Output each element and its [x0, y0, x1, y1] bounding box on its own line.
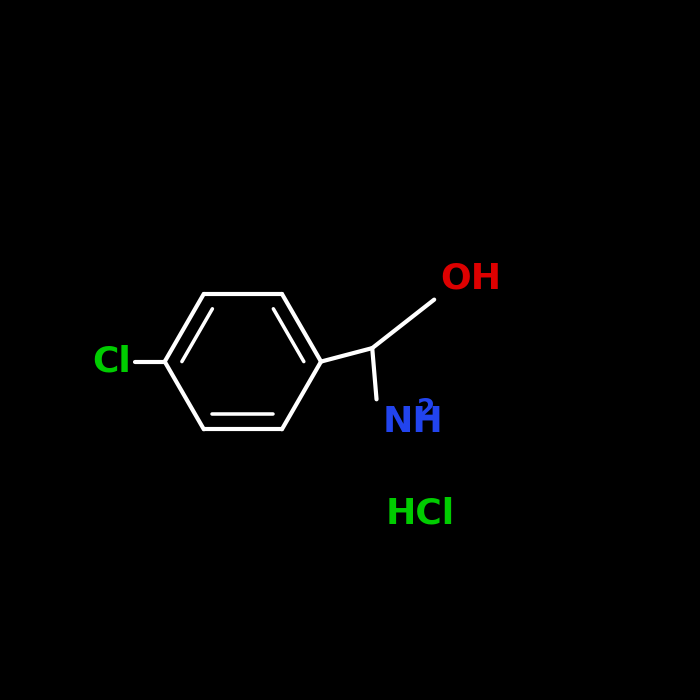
Text: HCl: HCl [386, 496, 455, 531]
Text: 2: 2 [416, 398, 435, 424]
Text: NH: NH [383, 405, 444, 439]
Text: Cl: Cl [92, 344, 131, 379]
Text: OH: OH [441, 261, 502, 295]
